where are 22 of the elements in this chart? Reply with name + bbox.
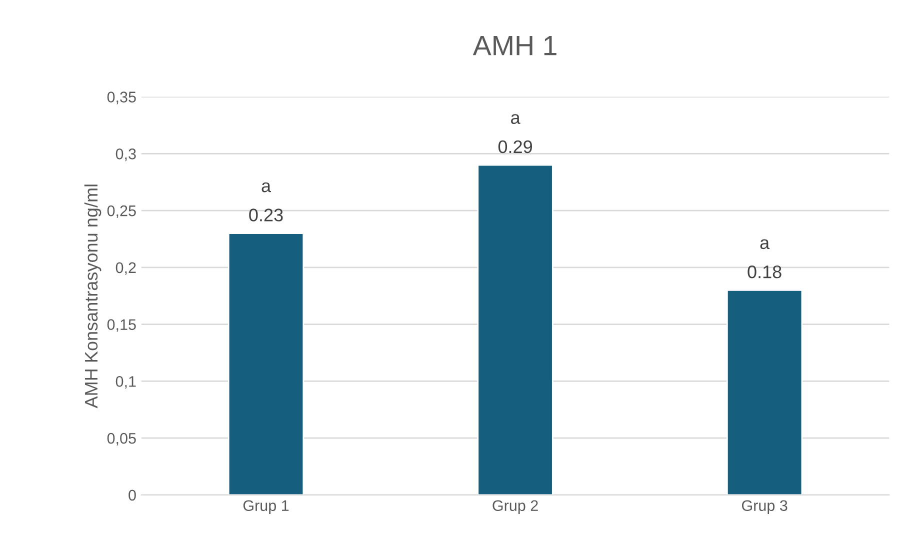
- bar: [477, 164, 554, 495]
- bar: [228, 232, 304, 495]
- data-label: 0.29: [498, 140, 532, 154]
- annotation: a: [262, 182, 272, 192]
- data-label: 0.23: [249, 208, 283, 222]
- y-tick-label: 0,25: [107, 205, 136, 218]
- y-tick-label: 0: [128, 490, 136, 501]
- y-tick-label: 0,05: [107, 432, 136, 446]
- data-label: 0.18: [748, 265, 782, 278]
- y-tick-label: 0,15: [107, 319, 136, 332]
- bar: [726, 289, 803, 495]
- y-tick-label: 0,3: [116, 148, 136, 162]
- y-tick-label: 0,1: [116, 376, 136, 389]
- y-tick-label: 0,2: [116, 262, 136, 275]
- x-tick-label: Grup 2: [492, 500, 538, 514]
- annotation: a: [760, 239, 770, 250]
- y-axis-title: AMH Konsantrasyonu ng/ml: [84, 184, 102, 408]
- chart-title: AMH 1: [472, 36, 556, 56]
- annotation: a: [511, 114, 520, 124]
- x-tick-label: Grup 1: [243, 500, 289, 514]
- y-tick-label: 0,35: [107, 92, 136, 104]
- x-tick-label: Grup 3: [742, 500, 788, 514]
